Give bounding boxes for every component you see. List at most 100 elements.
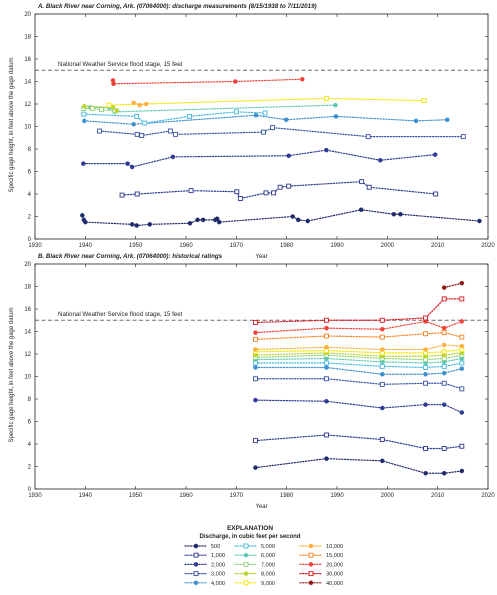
panel-b-title: B. Black River near Corning, Ark. (07064… xyxy=(38,253,223,260)
series-15000 xyxy=(253,330,465,342)
data-point xyxy=(81,111,87,117)
panel-a-y-axis-label: Specific gage height, in feet above the … xyxy=(9,57,15,192)
x-tick-label: 1970 xyxy=(230,243,244,249)
panel-b-ticks: 0 2 4 6 8 10 12 14 16 18 20 1930 1940 1950 1960 1970 198… xyxy=(24,262,495,499)
x-tick-label: 2020 xyxy=(481,493,495,499)
data-point xyxy=(324,325,329,331)
data-point xyxy=(253,320,258,325)
panel-b-flood-stage-label: National Weather Service flood stage, 15… xyxy=(58,311,183,318)
data-point xyxy=(413,118,419,124)
series-line xyxy=(254,366,463,375)
panel-b-y-axis-label: Specific gage height, in feet above the … xyxy=(9,307,15,442)
x-tick-label: 1950 xyxy=(129,243,143,249)
data-point xyxy=(106,102,112,108)
y-tick-label: 18 xyxy=(24,285,31,291)
data-point xyxy=(423,380,429,386)
legend-label: 3,000 xyxy=(211,572,225,578)
data-point xyxy=(119,192,125,198)
data-point xyxy=(365,134,371,140)
data-point xyxy=(111,81,116,87)
legend-marker xyxy=(308,552,314,558)
data-point xyxy=(134,223,139,228)
x-tick-label: 1940 xyxy=(79,243,93,249)
panel-a-ticks: 0 2 4 6 8 10 12 14 16 18 20 1930 1940 1950 1960 1970 198… xyxy=(24,12,495,249)
legend-label: 20,000 xyxy=(326,562,343,568)
legend-marker xyxy=(243,552,249,558)
data-point xyxy=(80,213,85,218)
series-4000 xyxy=(253,365,465,377)
data-point xyxy=(441,296,447,302)
series-9000 xyxy=(106,95,427,108)
y-tick-label: 20 xyxy=(24,12,31,18)
data-point xyxy=(131,100,136,106)
data-point xyxy=(253,365,258,370)
data-point xyxy=(270,125,276,131)
data-point xyxy=(459,343,465,349)
legend-label: 2,000 xyxy=(211,562,225,568)
x-tick-label: 2000 xyxy=(381,243,395,249)
data-point xyxy=(441,342,447,348)
y-tick-label: 10 xyxy=(24,125,31,131)
series-line xyxy=(254,357,463,364)
data-point xyxy=(96,128,102,134)
legend-label: 30,000 xyxy=(326,572,343,578)
y-tick-label: 6 xyxy=(28,420,32,426)
data-point xyxy=(423,470,428,476)
data-point xyxy=(459,468,465,474)
data-point xyxy=(139,133,145,138)
data-point xyxy=(81,161,86,166)
series-line xyxy=(98,127,464,138)
series-line xyxy=(83,107,116,112)
data-point xyxy=(323,432,329,438)
series-line xyxy=(83,111,266,124)
x-tick-label: 2010 xyxy=(431,493,445,499)
series-line xyxy=(254,378,463,390)
y-tick-label: 12 xyxy=(24,352,31,358)
y-tick-label: 0 xyxy=(28,237,32,243)
legend-marker xyxy=(193,562,199,567)
series-line xyxy=(254,348,463,354)
data-point xyxy=(290,214,295,219)
legend-marker xyxy=(193,543,199,549)
series-line xyxy=(121,181,437,200)
data-point xyxy=(459,296,465,302)
series-line xyxy=(254,399,463,414)
series-line xyxy=(254,458,463,474)
panel-b-plot-frame xyxy=(34,263,489,490)
data-point xyxy=(187,220,193,226)
data-point xyxy=(233,109,239,115)
data-point xyxy=(441,330,447,336)
data-point xyxy=(253,397,258,403)
data-point xyxy=(380,347,385,352)
data-point xyxy=(263,190,269,196)
legend-item-1000: 1,000 xyxy=(184,552,225,559)
data-point xyxy=(277,184,283,190)
data-point xyxy=(459,334,465,340)
y-tick-label: 8 xyxy=(28,147,32,153)
legend-label: 40,000 xyxy=(326,581,343,587)
data-point xyxy=(333,102,338,108)
y-tick-label: 2 xyxy=(28,215,32,221)
data-point xyxy=(423,371,428,377)
data-point xyxy=(253,330,258,335)
data-point xyxy=(379,437,385,442)
y-tick-label: 0 xyxy=(28,487,32,493)
data-point xyxy=(441,285,447,290)
data-point xyxy=(188,188,194,194)
data-point xyxy=(271,190,277,196)
data-point xyxy=(137,102,142,108)
data-point xyxy=(82,104,87,109)
data-point xyxy=(261,129,266,135)
series-1000 xyxy=(253,432,465,451)
data-point xyxy=(324,147,329,153)
legend-marker xyxy=(308,580,314,586)
data-point xyxy=(441,402,447,407)
legend-label: 6,000 xyxy=(261,553,275,559)
panel-b-x-axis-label: Year xyxy=(255,504,267,510)
series-4000 xyxy=(82,113,450,127)
data-point xyxy=(172,131,178,137)
series-6000 xyxy=(253,356,465,366)
series-2000 xyxy=(81,147,438,170)
legend-items: 500 1,000 2,000 3,000 4,000 5,000 6,000 7,000 8,… xyxy=(184,543,343,587)
panel-a-title: A. Black River near Corning, Ark. (07064… xyxy=(37,3,317,10)
